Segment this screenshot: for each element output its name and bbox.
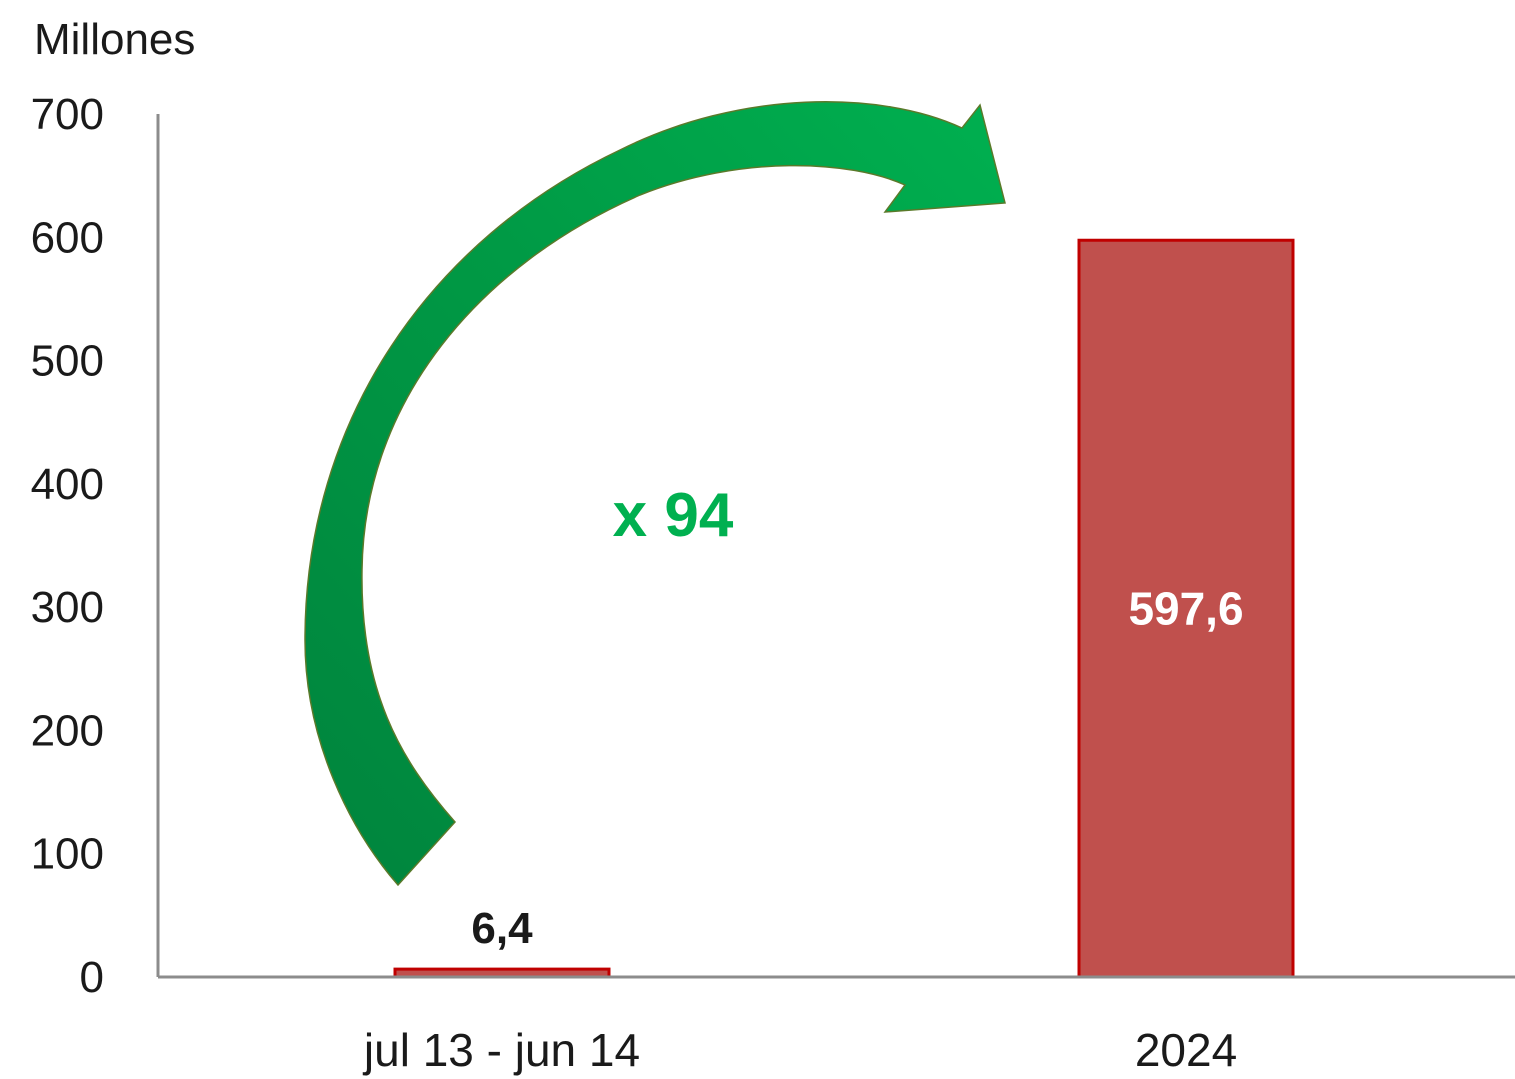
data-labels: 6,4 597,6 [471,583,1243,953]
bar-value-label: 6,4 [471,904,533,953]
growth-arrow [304,101,1006,887]
y-unit-label: Millones [34,15,195,64]
growth-multiplier-annotation: x 94 [613,481,734,550]
bars [393,238,1295,979]
x-category-label: jul 13 - jun 14 [362,1024,640,1076]
y-tick-label: 100 [31,830,104,879]
y-tick-label: 500 [31,337,104,386]
y-tick-label: 600 [31,213,104,262]
bar [1077,238,1295,979]
bar-value-label: 597,6 [1128,583,1243,635]
y-tick-label: 700 [31,90,104,139]
x-axis-categories: jul 13 - jun 14 2024 [362,1024,1237,1076]
y-tick-label: 300 [31,583,104,632]
y-axis-ticks: 0 100 200 300 400 500 600 700 [31,90,104,1002]
x-category-label: 2024 [1135,1024,1237,1076]
y-tick-label: 0 [80,953,104,1002]
y-tick-label: 400 [31,460,104,509]
y-tick-label: 200 [31,706,104,755]
